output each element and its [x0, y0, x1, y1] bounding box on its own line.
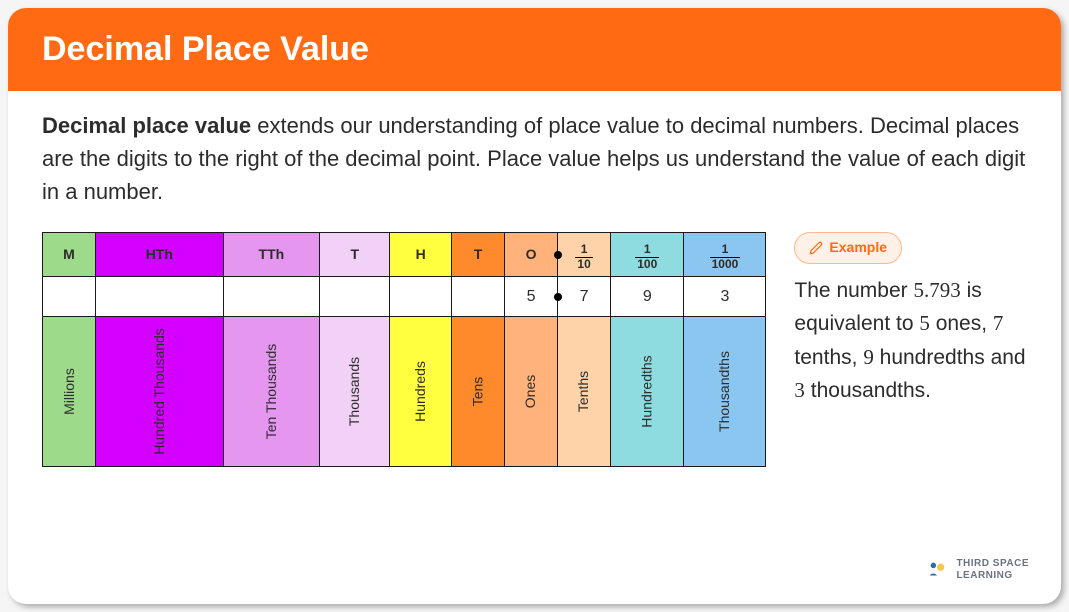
content-row: MHThTThTHTO110110011000 5793 MillionsHun… [42, 232, 1027, 467]
pencil-icon [809, 241, 823, 255]
pv-header-cell: TTh [223, 233, 319, 277]
lesson-card: Decimal Place Value Decimal place value … [8, 8, 1061, 604]
d: 9 [863, 345, 874, 369]
example-text: The number 5.793 is equivalent to 5 ones… [794, 274, 1027, 408]
pv-header-cell: 1100 [611, 233, 684, 277]
t: tenths, [794, 346, 863, 369]
intro-bold: Decimal place value [42, 113, 251, 138]
t: ones, [930, 312, 993, 335]
pv-value-row: 5793 [43, 277, 766, 317]
brand-logo: THIRD SPACE LEARNING [926, 558, 1029, 582]
pv-header-cell: T [452, 233, 505, 277]
t: The number [794, 279, 913, 302]
card-header: Decimal Place Value [8, 8, 1061, 91]
pv-header-cell: H [390, 233, 452, 277]
pv-value-cell: 5 [505, 277, 558, 317]
pv-label-cell: Hundred Thousands [96, 317, 224, 467]
pv-header-cell: M [43, 233, 96, 277]
logo-text: THIRD SPACE LEARNING [956, 558, 1029, 582]
pv-value-cell: 3 [684, 277, 766, 317]
pv-label-cell: Tens [452, 317, 505, 467]
pv-value-cell: 9 [611, 277, 684, 317]
pv-label-cell: Thousandths [684, 317, 766, 467]
pv-value-cell [390, 277, 452, 317]
pv-value-cell [320, 277, 390, 317]
pv-label-cell: Hundreds [390, 317, 452, 467]
pv-value-cell [223, 277, 319, 317]
t: hundredths and [874, 346, 1026, 369]
place-value-table: MHThTThTHTO110110011000 5793 MillionsHun… [42, 232, 766, 467]
pv-header-cell: O [505, 233, 558, 277]
pv-label-cell: Ones [505, 317, 558, 467]
pv-value-cell [452, 277, 505, 317]
pv-header-cell: T [320, 233, 390, 277]
card-title: Decimal Place Value [42, 30, 1027, 69]
logo-icon [926, 559, 948, 581]
d: 5 [919, 311, 930, 335]
pv-value-cell: 7 [558, 277, 611, 317]
pv-label-cell: Tenths [558, 317, 611, 467]
d: 7 [993, 311, 1004, 335]
example-number: 5.793 [913, 278, 960, 302]
pv-header-cell: 11000 [684, 233, 766, 277]
logo-line2: LEARNING [956, 570, 1029, 582]
pv-header-cell: HTh [96, 233, 224, 277]
example-panel: Example The number 5.793 is equivalent t… [794, 232, 1027, 408]
pv-label-cell: Ten Thousands [223, 317, 319, 467]
pv-header-row: MHThTThTHTO110110011000 [43, 233, 766, 277]
example-badge: Example [794, 232, 902, 264]
d: 3 [794, 378, 805, 402]
pv-value-cell [96, 277, 224, 317]
pv-label-cell: Hundredths [611, 317, 684, 467]
logo-line1: THIRD SPACE [956, 558, 1029, 570]
intro-text: Decimal place value extends our understa… [42, 109, 1027, 208]
pv-label-row: MillionsHundred ThousandsTen ThousandsTh… [43, 317, 766, 467]
pv-label-cell: Millions [43, 317, 96, 467]
pv-value-cell [43, 277, 96, 317]
t: thousandths. [805, 379, 931, 402]
example-badge-label: Example [829, 237, 887, 259]
pv-header-cell: 110 [558, 233, 611, 277]
pv-label-cell: Thousands [320, 317, 390, 467]
card-body: Decimal place value extends our understa… [8, 91, 1061, 467]
